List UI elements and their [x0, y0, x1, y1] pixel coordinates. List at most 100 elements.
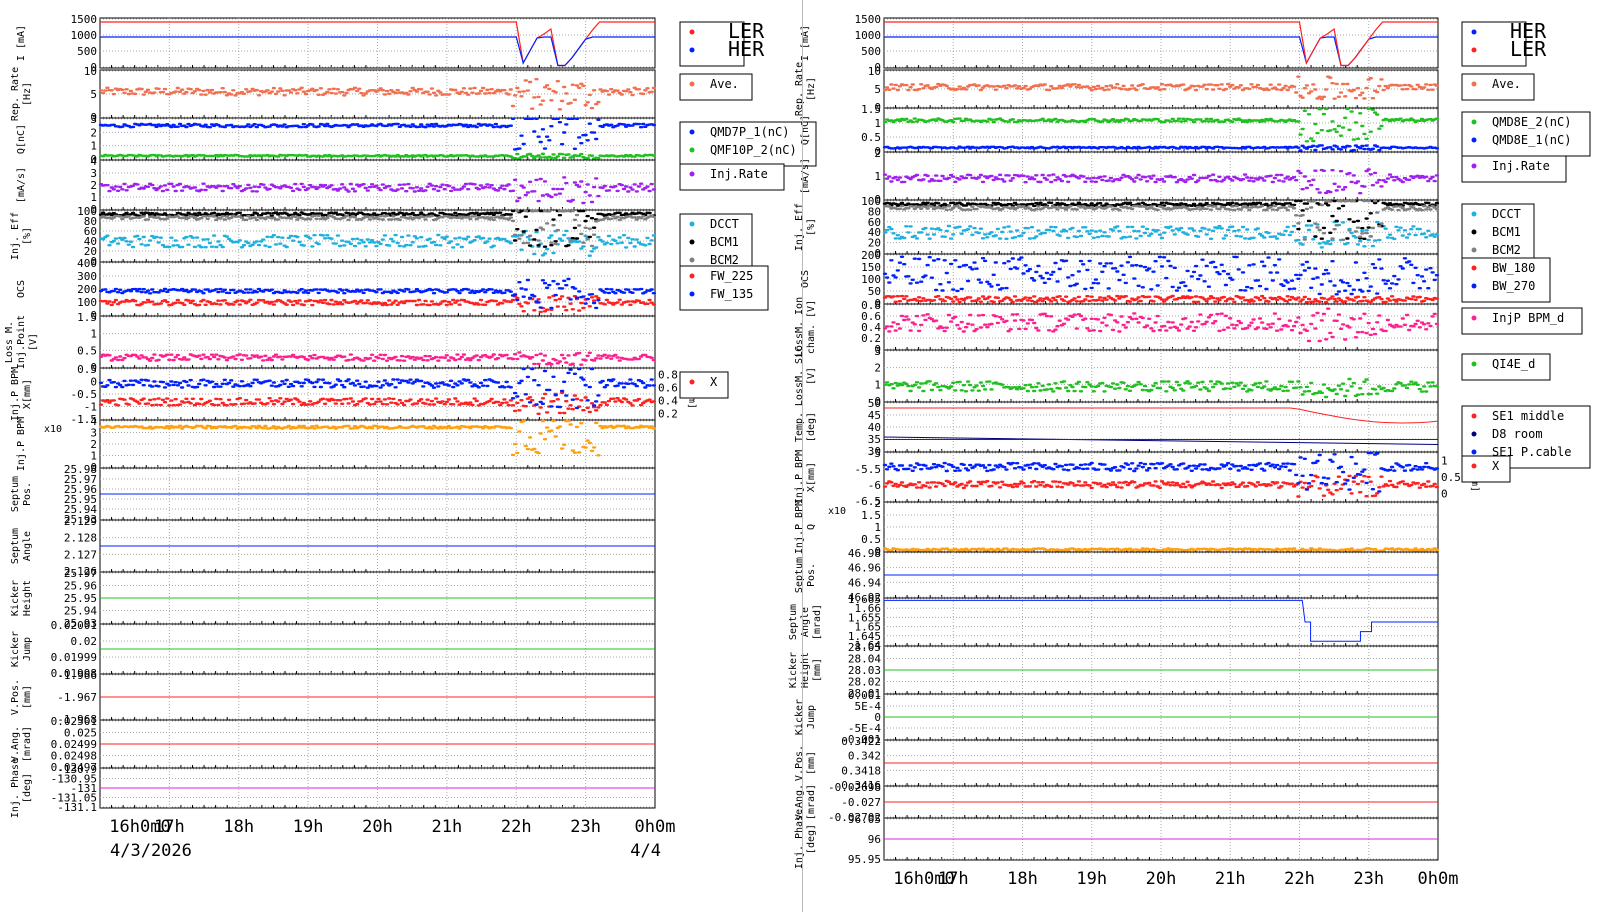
- y-tick-label: 1.665: [848, 593, 881, 606]
- legend: FW_225 FW_135: [679, 265, 769, 311]
- x-tick-label: 16h0m0: [893, 869, 954, 889]
- y-tick-label: -0.02698: [828, 781, 881, 794]
- y-tick-label: 1: [90, 140, 97, 153]
- y-tick-label: 0.8: [861, 299, 881, 312]
- y-axis-label: [deg]: [806, 412, 817, 442]
- subplot-17: 95.95 96 96.05 Inj. Phase [deg]: [794, 809, 1439, 869]
- legend-box: [1461, 73, 1535, 101]
- y-tick-label: 300: [77, 270, 97, 283]
- series-points: [98, 294, 657, 314]
- legend-label: BCM1: [710, 235, 739, 249]
- y-tick-label: 35: [868, 433, 881, 446]
- y-tick-label: 80: [868, 205, 881, 218]
- y-tick-label: 0: [874, 711, 881, 724]
- y-axis-label: [mm]: [22, 685, 33, 709]
- y-tick-label: 0.02497: [51, 761, 97, 774]
- legend-marker: [1471, 449, 1477, 455]
- legend-label: BW_270: [1492, 279, 1535, 293]
- y-axis-label: [mrad]: [812, 604, 823, 640]
- y-tick-label: 0.6: [861, 310, 881, 323]
- subplot-7: 0 1 2 3 LossM. SiC [V] QI4E_d: [794, 345, 1551, 408]
- y-tick-label: 1: [874, 117, 881, 130]
- legend-box: [1461, 111, 1591, 157]
- y-axis-label: X[mm]: [806, 462, 817, 492]
- y-axis-label: Inj.P BPM: [794, 450, 805, 504]
- x-tick-label: 21h: [432, 817, 463, 837]
- y-tick-label: 100: [861, 195, 881, 208]
- y-tick-label: 0.4: [861, 321, 881, 334]
- y-axis-label: cham. [V]: [806, 300, 817, 354]
- y-tick-label: -0.5: [71, 388, 98, 401]
- y-tick-label: 1500: [855, 13, 882, 26]
- legend-box: [1461, 307, 1583, 335]
- right-tick-label: 0: [1441, 488, 1448, 501]
- y-tick-label: 0.001: [848, 689, 881, 702]
- x-tick-label: 19h: [1076, 869, 1107, 889]
- right-tick-label: 0.8: [658, 369, 678, 382]
- y-axis-label: [mm]: [806, 751, 817, 775]
- y-axis-label: Angle: [800, 607, 811, 637]
- y-tick-label: 0: [874, 545, 881, 558]
- y-axis-label: X[mm]: [22, 379, 33, 409]
- legend: BW_180 BW_270: [1461, 257, 1551, 303]
- series-points: [98, 176, 657, 205]
- legend-marker: [1471, 265, 1477, 271]
- legend-marker: [1471, 211, 1477, 217]
- y-tick-label: 1.64: [855, 639, 882, 652]
- y-tick-label: 2: [874, 147, 881, 160]
- legend-marker: [689, 171, 695, 177]
- x-tick-label: 0h0m: [1418, 869, 1459, 889]
- y-tick-label: 25.97: [64, 473, 97, 486]
- date-start-label: 4/3/2026: [110, 841, 192, 861]
- y-axis-label: Septum: [10, 528, 21, 564]
- y-axis-label: Rep. Rate: [10, 67, 21, 121]
- legend-label: QMF10P_2(nC): [710, 143, 797, 157]
- series-line: [883, 436, 1439, 445]
- y-axis-label: Height: [800, 652, 811, 688]
- y-tick-label: 1000: [71, 29, 98, 42]
- y-axis-label: Temp.: [794, 412, 805, 442]
- y-axis-label: I [mA]: [800, 25, 811, 61]
- y-tick-label: 10: [868, 65, 881, 78]
- y-tick-label: 46.96: [848, 562, 881, 575]
- y-tick-label: 25.93: [64, 513, 97, 526]
- y-tick-label: -1.966: [57, 669, 97, 682]
- y-tick-label: 1.645: [848, 630, 881, 643]
- legend-label: LER: [728, 19, 765, 43]
- legend: X: [1461, 455, 1511, 483]
- y-tick-label: 0: [874, 297, 881, 310]
- y-axis-label: Pos.: [22, 482, 33, 506]
- y-tick-label: 0: [874, 193, 881, 206]
- legend: QMD7P_1(nC) QMF10P_2(nC): [679, 121, 817, 167]
- y-multiplier: x10: [828, 506, 846, 517]
- y-tick-label: 25.95: [64, 592, 97, 605]
- y-axis-label: [deg]: [806, 824, 817, 854]
- legend-label: BCM2: [710, 253, 739, 267]
- y-tick-label: 2: [90, 179, 97, 192]
- y-tick-label: 1.5: [861, 509, 881, 522]
- y-tick-label: 0.2: [861, 332, 881, 345]
- y-axis-label: Inj.P BPM: [16, 417, 27, 471]
- y-tick-label: 1: [90, 328, 97, 341]
- y-axis-label: Height: [22, 580, 33, 616]
- legend-marker: [689, 257, 695, 263]
- y-tick-label: 0: [90, 111, 97, 124]
- right-tick-label: 1: [1441, 454, 1448, 467]
- y-tick-label: 25.96: [64, 483, 97, 496]
- y-tick-label: 28.03: [848, 664, 881, 677]
- y-tick-label: 100: [77, 205, 97, 218]
- y-tick-label: 20: [868, 237, 881, 250]
- y-axis-label: [%]: [806, 218, 817, 236]
- y-tick-label: 0.3418: [841, 764, 881, 777]
- series-points: [98, 391, 657, 415]
- series-line: [100, 36, 655, 67]
- y-tick-label: 20: [84, 245, 97, 258]
